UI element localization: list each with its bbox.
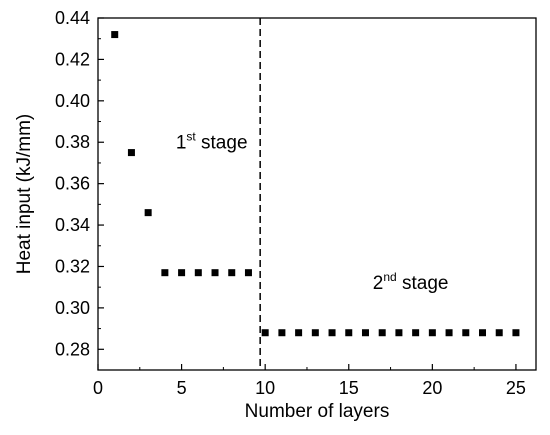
x-tick-label: 15 (339, 378, 359, 398)
y-tick-label: 0.40 (55, 91, 90, 111)
data-point (311, 329, 319, 337)
x-tick-label: 10 (255, 378, 275, 398)
data-point (211, 269, 219, 277)
x-tick-label: 20 (422, 378, 442, 398)
y-tick-label: 0.28 (55, 339, 90, 359)
data-point (428, 329, 436, 337)
y-tick-label: 0.32 (55, 256, 90, 276)
data-point (395, 329, 403, 337)
y-tick-label: 0.38 (55, 132, 90, 152)
data-point (127, 149, 135, 157)
stage-label: 2nd stage (373, 270, 449, 294)
data-point (479, 329, 487, 337)
y-tick-label: 0.44 (55, 8, 90, 28)
data-point (361, 329, 369, 337)
stage-label: 1st stage (176, 129, 248, 153)
data-point (278, 329, 286, 337)
data-point (378, 329, 386, 337)
y-axis-title: Heat input (kJ/mm) (14, 114, 35, 274)
x-tick-label: 25 (506, 378, 526, 398)
data-point (161, 269, 169, 277)
data-point (512, 329, 520, 337)
data-point (178, 269, 186, 277)
x-tick-label: 0 (93, 378, 103, 398)
x-tick-label: 5 (177, 378, 187, 398)
data-points (111, 31, 520, 337)
data-point (111, 31, 119, 39)
stage-annotations: 1st stage 2nd stage (176, 129, 449, 294)
data-point (194, 269, 202, 277)
data-point (328, 329, 336, 337)
y-tick-label: 0.30 (55, 298, 90, 318)
x-axis-title: Number of layers (245, 401, 390, 422)
data-point (495, 329, 503, 337)
data-point (345, 329, 353, 337)
data-point (228, 269, 236, 277)
data-point (144, 209, 152, 217)
data-point (295, 329, 303, 337)
data-point (244, 269, 252, 277)
axis-ticks: 0 5 10 15 20 25 0.28 0.30 0.32 0.34 0.36 0.38 0.40 0.… (55, 8, 526, 398)
data-point (445, 329, 453, 337)
data-point (261, 329, 269, 337)
plot-frame (97, 17, 537, 371)
data-point (462, 329, 470, 337)
data-point (412, 329, 420, 337)
y-tick-label: 0.42 (55, 49, 90, 69)
y-tick-label: 0.34 (55, 215, 90, 235)
y-tick-label: 0.36 (55, 174, 90, 194)
